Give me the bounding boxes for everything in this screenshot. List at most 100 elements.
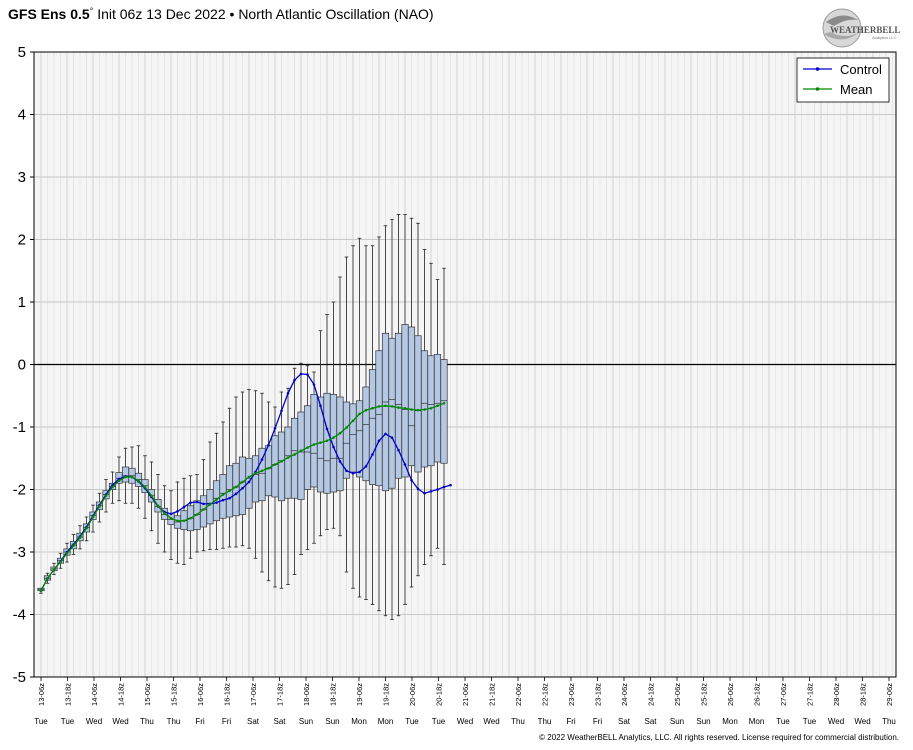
mean-point — [384, 404, 387, 408]
mean-point — [124, 475, 127, 479]
mean-point — [65, 551, 69, 555]
box — [290, 417, 299, 499]
x-tick-label: 21-18z — [488, 683, 497, 706]
day-label: Sat — [273, 717, 286, 726]
mean-point — [156, 504, 160, 508]
control-point — [325, 427, 329, 431]
box — [407, 326, 416, 467]
box — [232, 462, 240, 517]
mean-point — [215, 498, 218, 501]
control-point — [377, 439, 381, 443]
mean-point — [345, 426, 348, 429]
control-point — [267, 443, 270, 447]
mean-point — [241, 480, 244, 484]
x-tick-label: 17-06z — [249, 683, 258, 706]
mean-point — [423, 408, 426, 411]
boxes — [37, 324, 448, 592]
mean-point — [117, 479, 121, 483]
day-label: Mon — [749, 717, 765, 726]
control-point — [202, 502, 205, 506]
mean-point — [403, 406, 407, 410]
control-point — [182, 505, 186, 509]
mean-point — [358, 412, 361, 416]
mean-point — [442, 401, 446, 405]
mean-point — [286, 456, 290, 459]
mean-point — [39, 589, 43, 593]
box — [310, 394, 318, 488]
control-point — [117, 477, 121, 481]
day-label: Wed — [457, 717, 473, 726]
control-point — [280, 409, 283, 413]
x-tick-label: 23-18z — [594, 683, 603, 706]
y-tick-label: -3 — [13, 544, 26, 561]
control-point — [351, 471, 355, 475]
mean-point — [59, 560, 62, 564]
mean-point — [267, 466, 270, 470]
control-point — [442, 485, 446, 489]
day-label: Sun — [299, 717, 313, 726]
mean-point — [208, 503, 212, 506]
mean-point — [377, 405, 381, 408]
day-label: Thu — [882, 717, 896, 726]
mean-point — [195, 513, 199, 516]
day-label: Fri — [566, 717, 576, 726]
control-line — [40, 373, 451, 592]
control-point — [423, 491, 426, 495]
y-tick-label: 1 — [18, 294, 26, 311]
box — [336, 396, 344, 492]
day-label: Mon — [378, 717, 394, 726]
control-point — [286, 391, 290, 395]
control-point — [169, 512, 173, 516]
x-tick-label: 15-18z — [170, 683, 179, 706]
x-tick-label: 14-06z — [90, 683, 99, 706]
mean-point — [169, 516, 173, 520]
box — [440, 359, 448, 464]
mean-point — [436, 404, 439, 408]
control-point — [273, 426, 277, 430]
day-label: Tue — [776, 717, 790, 726]
legend-mean-label: Mean — [840, 82, 873, 97]
control-point — [234, 492, 238, 496]
control-point — [241, 486, 244, 490]
legend-control-label: Control — [840, 62, 882, 77]
mean-point — [319, 441, 322, 444]
x-tick-label: 28-18z — [859, 683, 868, 706]
y-tick-label: 4 — [18, 107, 26, 124]
mean-point — [247, 475, 251, 479]
control-point — [338, 460, 342, 463]
box — [388, 337, 396, 489]
y-tick-label: 5 — [18, 44, 26, 61]
x-tick-label: 26-18z — [753, 683, 762, 706]
mean-point — [397, 406, 400, 409]
x-tick-label: 29-06z — [885, 683, 894, 706]
control-point — [228, 496, 231, 500]
mean-dots — [39, 401, 446, 593]
control-point — [299, 372, 303, 376]
box — [316, 396, 325, 493]
x-tick-label: 21-06z — [461, 683, 470, 706]
chart-title: GFS Ens 0.5° Init 06z 13 Dec 2022 • Nort… — [8, 6, 434, 22]
box — [427, 355, 435, 467]
logo-text: WEATHERBELL — [830, 25, 900, 35]
model-name: GFS Ens 0.5 — [8, 6, 90, 22]
mean-point — [98, 505, 101, 508]
mean-point — [228, 489, 231, 493]
x-tick-label: 23-06z — [567, 683, 576, 706]
degree-symbol: ° — [89, 6, 94, 16]
x-tick-label: 25-18z — [700, 683, 709, 706]
control-point — [410, 478, 413, 482]
day-label: Sat — [247, 717, 260, 726]
mean-point — [312, 443, 316, 446]
y-tick-label: 0 — [18, 357, 26, 374]
box — [368, 369, 377, 485]
mean-point — [293, 453, 296, 456]
box — [121, 466, 130, 483]
x-tick-label: 24-06z — [620, 683, 629, 706]
day-label: Fri — [593, 717, 603, 726]
control-point — [215, 501, 218, 504]
mean-point — [299, 449, 303, 453]
x-tick-label: 16-18z — [223, 683, 232, 706]
x-tick-label: 25-06z — [673, 683, 682, 706]
control-point — [390, 436, 394, 439]
day-label: Wed — [828, 717, 844, 726]
